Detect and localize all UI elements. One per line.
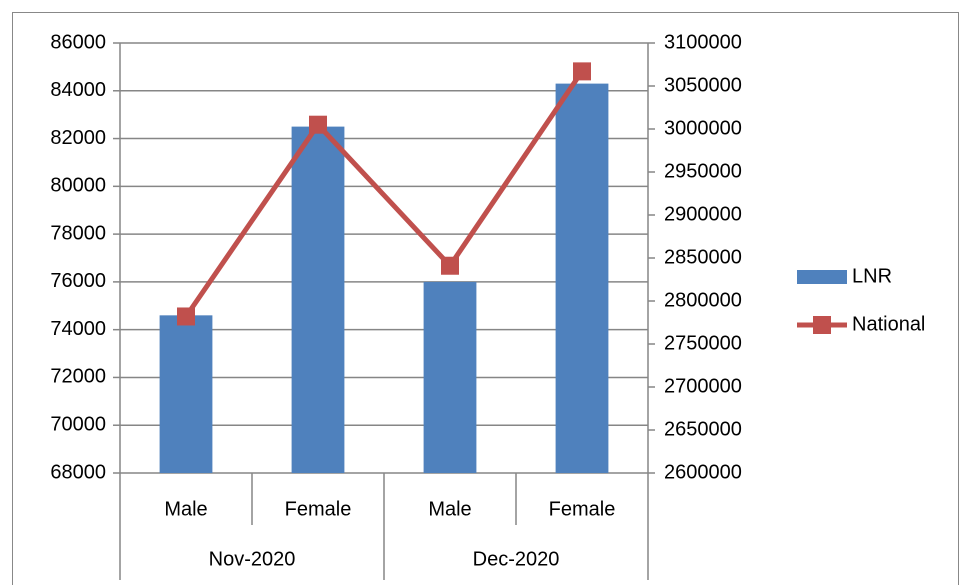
y2-tick-label: 3100000 <box>664 31 742 53</box>
bar <box>291 126 345 473</box>
y-tick-label: 72000 <box>50 366 106 388</box>
y2-tick-label: 2900000 <box>664 203 742 225</box>
y2-tick-label: 2650000 <box>664 418 742 440</box>
y-tick-label: 82000 <box>50 127 106 149</box>
bar <box>555 83 609 473</box>
y2-tick-label: 2950000 <box>664 160 742 182</box>
chart-border <box>12 12 959 585</box>
legend-label: LNR <box>852 265 892 287</box>
bar <box>159 315 213 473</box>
x-tick-label: Male <box>164 498 207 520</box>
y-tick-label: 76000 <box>50 270 106 292</box>
y2-tick-label: 3000000 <box>664 117 742 139</box>
y-tick-label: 84000 <box>50 79 106 101</box>
y-tick-label: 80000 <box>50 175 106 197</box>
line-marker <box>573 62 591 81</box>
y2-tick-label: 2800000 <box>664 289 742 311</box>
y-tick-label: 74000 <box>50 318 106 340</box>
line-marker <box>177 307 195 326</box>
y2-tick-label: 2700000 <box>664 375 742 397</box>
x-tick-label: Female <box>285 498 352 520</box>
y2-tick-label: 2600000 <box>664 461 742 483</box>
y-tick-label: 70000 <box>50 414 106 436</box>
x-group-label: Dec-2020 <box>473 548 560 570</box>
y-tick-label: 68000 <box>50 461 106 483</box>
x-tick-label: Female <box>549 498 616 520</box>
x-tick-label: Male <box>428 498 471 520</box>
legend-marker <box>813 316 831 334</box>
line-marker <box>441 256 459 275</box>
y2-tick-label: 2750000 <box>664 332 742 354</box>
y-tick-label: 86000 <box>50 31 106 53</box>
bar <box>423 281 477 473</box>
y2-tick-label: 3050000 <box>664 74 742 96</box>
y-tick-label: 78000 <box>50 222 106 244</box>
legend-label: National <box>852 313 925 335</box>
line-marker <box>309 115 327 134</box>
legend-swatch <box>797 270 847 284</box>
y2-tick-label: 2850000 <box>664 246 742 268</box>
line <box>183 69 585 318</box>
x-group-label: Nov-2020 <box>209 548 296 570</box>
